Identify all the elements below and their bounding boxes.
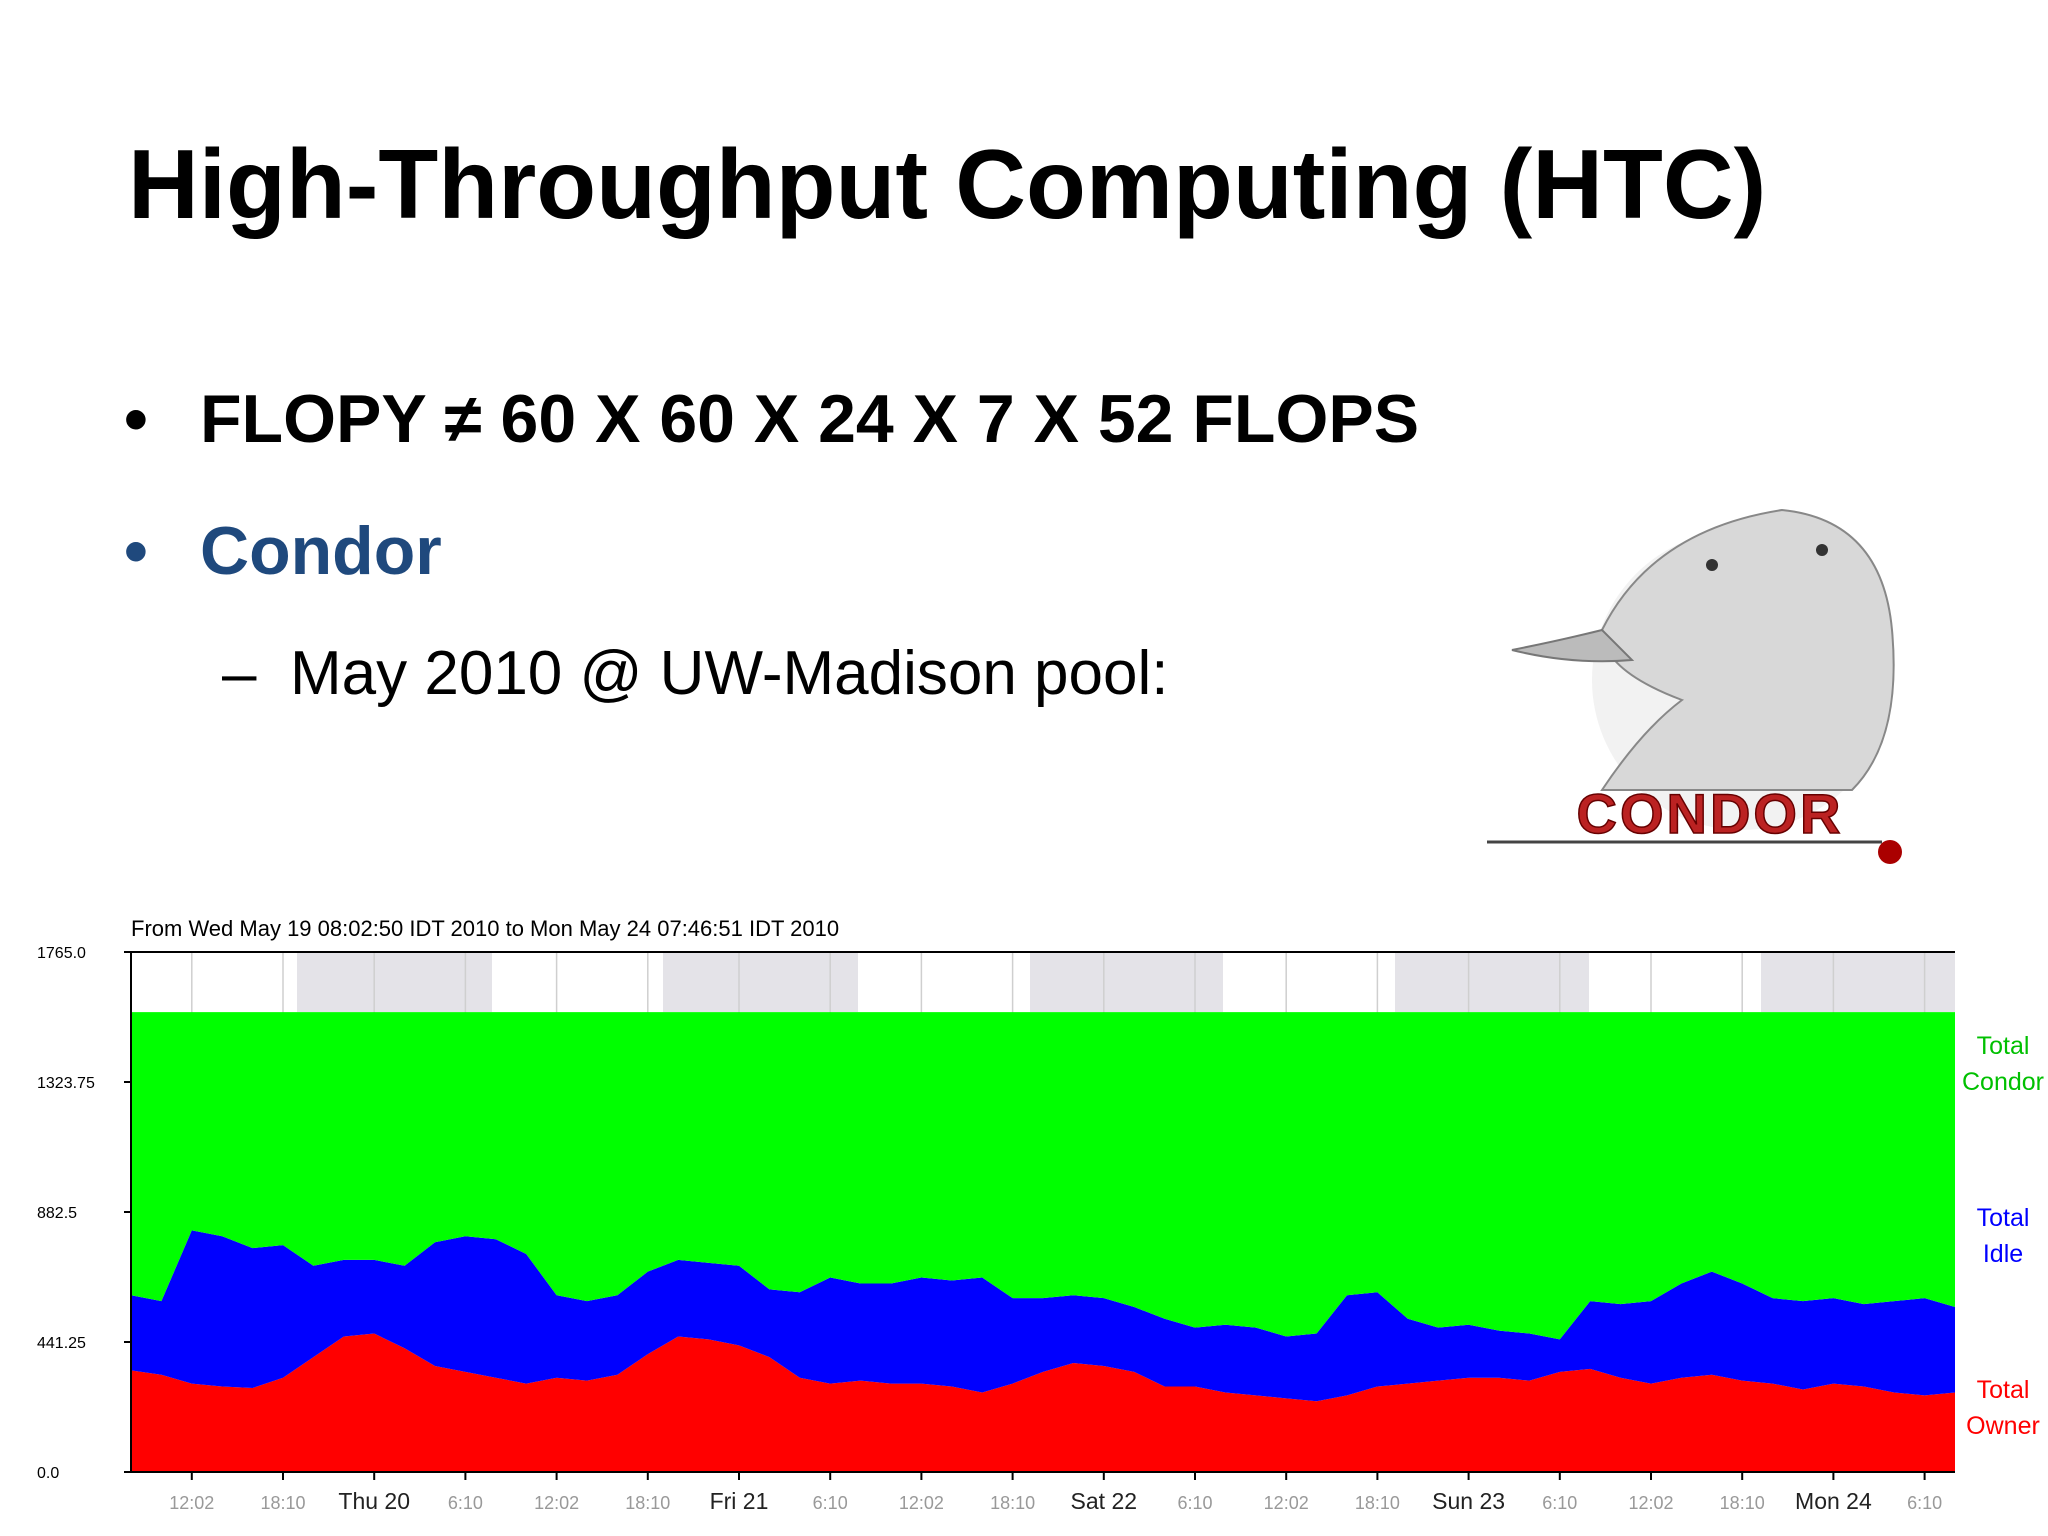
bullet: • Condor [124, 512, 442, 590]
x-tick-label: 6:10 [813, 1493, 848, 1513]
night-band [1761, 952, 1955, 1012]
slide-title: High-Throughput Computing (HTC) [128, 129, 1767, 239]
legend-entry: Total Condor [1962, 1032, 2044, 1096]
logo-eye [1706, 559, 1718, 571]
x-tick-label: 6:10 [1177, 1493, 1212, 1513]
x-tick-label: 18:10 [625, 1493, 670, 1513]
legend-entry: Total Owner [1966, 1376, 2040, 1440]
y-tick-label: 1323.75 [37, 1075, 95, 1092]
x-tick-label: 12:02 [1628, 1493, 1673, 1513]
x-tick-label: 12:02 [899, 1493, 944, 1513]
bullet-text: FLOPY ≠ 60 X 60 X 24 X 7 X 52 FLOPS [200, 381, 1420, 457]
x-tick-label: Thu 20 [338, 1488, 410, 1514]
night-bands [297, 952, 1955, 1012]
x-tick-label: Sun 23 [1432, 1488, 1505, 1514]
x-tick-label: Mon 24 [1795, 1488, 1872, 1514]
x-tick-label: Fri 21 [710, 1488, 769, 1514]
night-band [1395, 952, 1589, 1012]
logo-eye [1816, 544, 1828, 556]
condor-logo: CONDOR [1487, 508, 1902, 864]
bullet-marker: – [222, 639, 257, 708]
y-tick-label: 0.0 [37, 1465, 59, 1482]
logo-text: CONDOR [1577, 782, 1844, 845]
bullet-marker: • [124, 381, 148, 457]
x-tick-label: Sat 22 [1071, 1488, 1138, 1514]
logo-head [1600, 508, 1895, 791]
night-band [297, 952, 492, 1012]
night-band [663, 952, 858, 1012]
bullet-text: May 2010 @ UW-Madison pool: [290, 639, 1169, 708]
area [131, 1333, 1955, 1472]
y-tick-label: 882.5 [37, 1205, 77, 1222]
x-tick-label: 12:02 [169, 1493, 214, 1513]
logo-dot [1878, 840, 1902, 864]
y-tick-label: 1765.0 [37, 945, 86, 962]
x-tick-label: 12:02 [534, 1493, 579, 1513]
bullet-marker: • [124, 513, 148, 589]
x-tick-label: 18:10 [990, 1493, 1035, 1513]
x-tick-label: 18:10 [1355, 1493, 1400, 1513]
legend-entry: Total Idle [1976, 1204, 2030, 1268]
sub-bullet: – May 2010 @ UW-Madison pool: [222, 638, 1169, 709]
night-band [1030, 952, 1223, 1012]
x-tick-label: 18:10 [260, 1493, 305, 1513]
bullet: • FLOPY ≠ 60 X 60 X 24 X 7 X 52 FLOPS [124, 380, 1419, 458]
x-tick-label: 18:10 [1720, 1493, 1765, 1513]
y-tick-label: 441.25 [37, 1335, 86, 1352]
x-tick-label: 6:10 [448, 1493, 483, 1513]
x-tick-label: 6:10 [1542, 1493, 1577, 1513]
area [131, 1012, 1955, 1340]
bullet-text: Condor [200, 513, 442, 589]
chart: From Wed May 19 08:02:50 IDT 2010 to Mon… [37, 916, 1955, 1514]
logo-beak [1511, 628, 1635, 663]
chart-subtitle: From Wed May 19 08:02:50 IDT 2010 to Mon… [131, 916, 839, 941]
x-tick-label: 12:02 [1264, 1493, 1309, 1513]
area [131, 1230, 1955, 1402]
x-tick-label: 6:10 [1907, 1493, 1942, 1513]
